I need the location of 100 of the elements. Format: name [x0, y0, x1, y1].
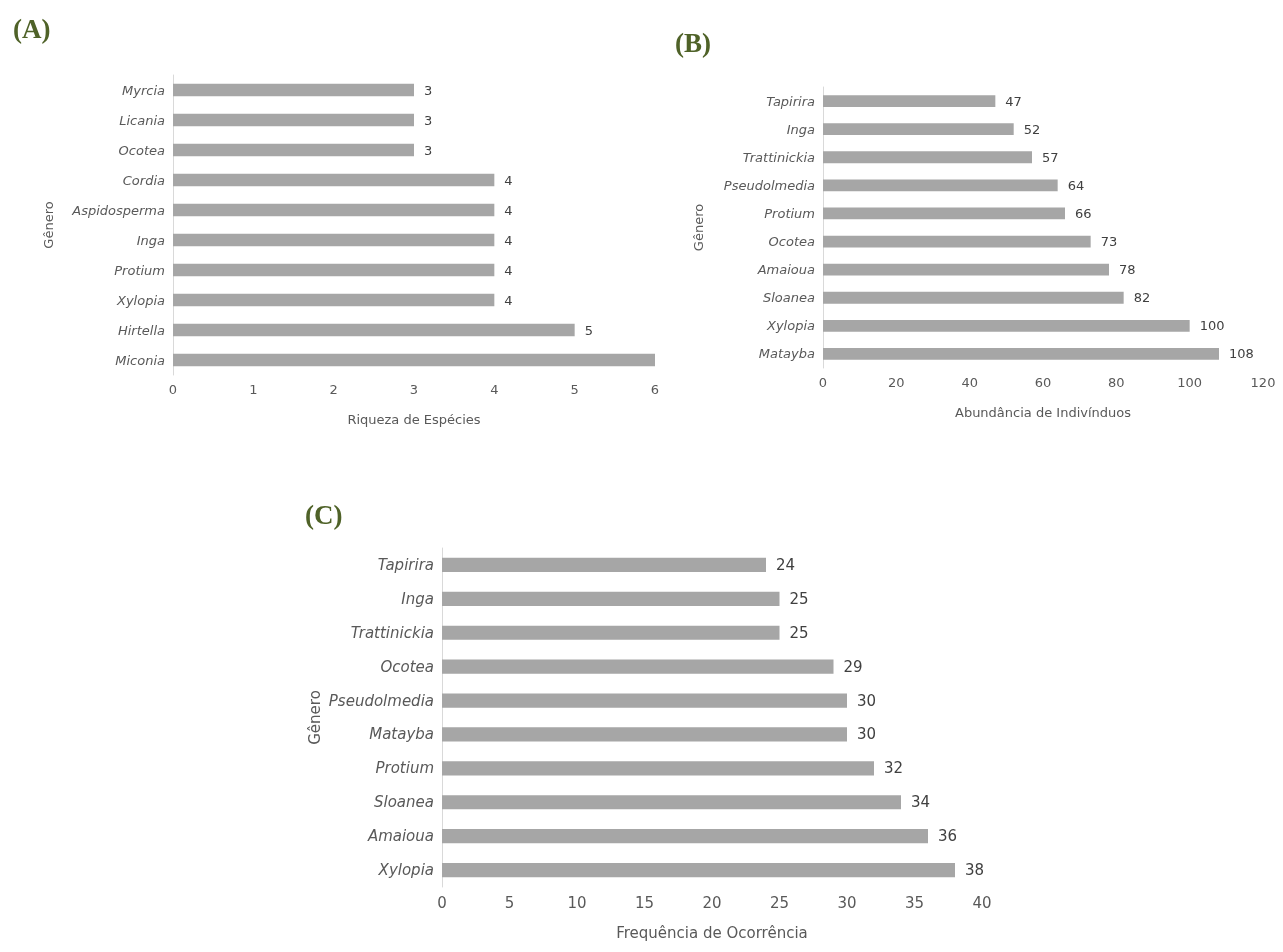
- chart-title: (A): [13, 13, 51, 44]
- y-tick-label: Tapirira: [377, 555, 434, 574]
- data-label: 25: [789, 589, 809, 608]
- bar: [823, 207, 1065, 220]
- data-label: 52: [1023, 121, 1041, 137]
- y-tick-label: Xylopia: [116, 292, 166, 308]
- x-tick-label: 20: [702, 893, 722, 912]
- bar: [173, 353, 655, 367]
- data-label: 30: [857, 725, 877, 744]
- bar: [442, 862, 955, 878]
- x-tick-label: 30: [837, 893, 857, 912]
- bar: [823, 95, 996, 107]
- x-tick-label: 4: [490, 382, 499, 397]
- bar: [823, 263, 1109, 276]
- x-tick-label: 5: [570, 382, 579, 397]
- bar: [173, 113, 414, 127]
- y-tick-label: Ocotea: [380, 657, 434, 676]
- bar: [442, 829, 928, 844]
- bar: [823, 123, 1014, 136]
- bar: [442, 727, 847, 742]
- data-label: 3: [424, 82, 433, 98]
- bar: [442, 625, 780, 640]
- bar: [173, 173, 495, 187]
- x-tick-label: 100: [1177, 375, 1203, 390]
- y-tick-label: Protium: [375, 759, 434, 778]
- bar: [173, 263, 495, 277]
- bar: [173, 143, 414, 157]
- x-axis-title: Abundância de Indivínduos: [954, 405, 1132, 420]
- data-label: 4: [504, 172, 513, 188]
- data-label: 34: [911, 793, 931, 812]
- bar: [823, 319, 1190, 332]
- data-label: 4: [504, 202, 513, 218]
- data-label: 66: [1075, 205, 1092, 221]
- bar: [823, 291, 1124, 304]
- chart-title: (C): [305, 499, 343, 530]
- x-tick-label: 3: [409, 382, 419, 397]
- bar: [173, 293, 495, 307]
- y-tick-label: Protium: [114, 262, 165, 278]
- y-tick-label: Matayba: [758, 346, 816, 362]
- chart-title: (B): [675, 27, 711, 58]
- data-label: 3: [424, 112, 433, 128]
- y-tick-label: Inga: [136, 232, 166, 248]
- data-label: 29: [843, 657, 863, 676]
- x-tick-label: 6: [650, 382, 660, 397]
- x-tick-label: 40: [961, 375, 978, 390]
- bar: [823, 235, 1091, 248]
- y-tick-label: Licania: [119, 112, 166, 128]
- bar: [442, 557, 766, 573]
- y-tick-label: Hirtella: [117, 322, 166, 338]
- y-tick-label: Pseudolmedia: [723, 177, 816, 193]
- y-tick-label: Miconia: [115, 352, 166, 368]
- x-tick-label: 25: [769, 893, 790, 912]
- x-tick-label: 60: [1034, 375, 1052, 390]
- data-label: 4: [504, 292, 513, 308]
- data-label: 4: [504, 232, 513, 248]
- y-tick-label: Xylopia: [377, 861, 434, 880]
- data-label: 24: [776, 555, 796, 574]
- bar: [442, 693, 847, 708]
- bar: [173, 203, 495, 217]
- y-tick-label: Pseudolmedia: [328, 691, 434, 710]
- data-label: 4: [504, 262, 513, 278]
- bar: [173, 323, 575, 337]
- data-label: 30: [857, 691, 877, 710]
- x-axis-title: Frequência de Ocorrência: [616, 923, 808, 942]
- y-axis-title: Gênero: [305, 690, 324, 745]
- bar: [173, 233, 495, 247]
- bar: [442, 795, 901, 810]
- data-label: 82: [1133, 290, 1151, 306]
- y-tick-label: Amaioua: [756, 262, 816, 278]
- data-label: 64: [1067, 177, 1085, 193]
- y-tick-label: Inga: [786, 121, 816, 137]
- data-label: 100: [1199, 318, 1225, 334]
- data-label: 25: [789, 623, 809, 642]
- data-label: 5: [584, 322, 593, 338]
- data-label: 38: [965, 861, 985, 880]
- y-tick-label: Aspidosperma: [71, 202, 166, 218]
- y-tick-label: Amaioua: [366, 827, 434, 846]
- y-tick-label: Matayba: [369, 725, 434, 744]
- data-label: 73: [1100, 234, 1118, 250]
- bar: [442, 659, 834, 674]
- x-tick-label: 1: [249, 382, 258, 397]
- data-label: 47: [1005, 93, 1022, 109]
- y-tick-label: Inga: [401, 589, 434, 608]
- y-tick-label: Protium: [764, 205, 815, 221]
- y-axis-title: Gênero: [41, 201, 56, 249]
- bar: [823, 348, 1219, 360]
- x-tick-label: 15: [634, 893, 655, 912]
- bar: [173, 83, 414, 97]
- x-tick-label: 120: [1250, 375, 1276, 390]
- x-tick-label: 5: [504, 893, 515, 912]
- data-label: 36: [938, 827, 958, 846]
- x-axis-title: Riqueza de Espécies: [347, 412, 481, 427]
- y-tick-label: Sloanea: [374, 793, 434, 812]
- y-axis-title: Gênero: [691, 203, 706, 252]
- x-tick-label: 35: [904, 893, 925, 912]
- bar: [442, 761, 874, 776]
- x-tick-label: 0: [818, 375, 828, 390]
- data-label: 78: [1119, 262, 1136, 278]
- x-tick-label: 2: [329, 382, 338, 397]
- y-tick-label: Trattinickia: [742, 149, 816, 165]
